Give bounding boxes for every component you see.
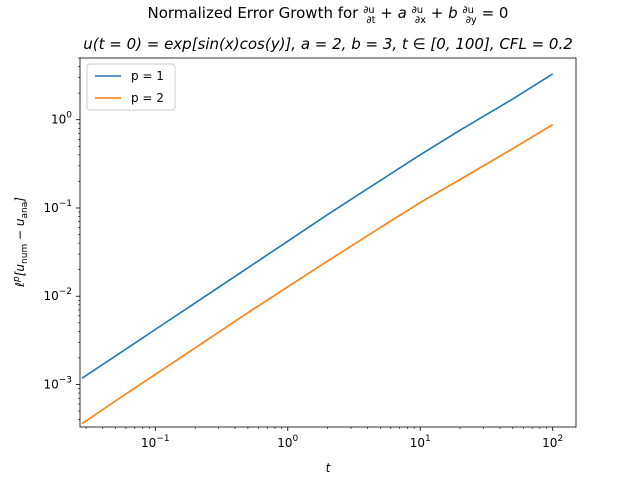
ylabel-open: [u (13, 264, 27, 277)
ylabel-num: num (20, 244, 30, 264)
legend-label-p2: p = 2 (131, 91, 164, 105)
ylabel-ell: ℓ (13, 282, 27, 288)
y-tick-label: 10−1 (43, 199, 72, 215)
title-d2-num: ∂u (412, 5, 424, 16)
legend-label-p1: p = 1 (131, 69, 164, 83)
title-d3-num: ∂u (462, 5, 474, 16)
chart-subtitle: u(t = 0) = exp[sin(x)cos(y)], a = 2, b =… (83, 35, 573, 53)
x-tick-label: 10−1 (141, 434, 170, 450)
ticks-layer: 10−1 100 101 102 10−3 10−2 10−1 100 (43, 57, 563, 450)
ylabel-ana: ana (20, 202, 30, 219)
x-tick-label: 101 (410, 434, 431, 450)
title-suffix: = 0 (482, 4, 509, 22)
x-axis-label: t (326, 461, 332, 475)
title-d1-num: ∂u (363, 5, 375, 16)
title-d3-den: ∂y (466, 15, 477, 26)
title-d1-den: ∂t (366, 15, 375, 26)
series-line-1 (81, 73, 554, 379)
x-tick-label: 102 (542, 434, 563, 450)
y-tick-label: 10−2 (43, 287, 72, 303)
ylabel-minus: − u (13, 218, 27, 244)
y-tick-label: 10−3 (43, 376, 72, 392)
title-plus-b: + b (431, 4, 458, 22)
chart-title: Normalized Error Growth for ∂u ∂t + a ∂u… (148, 0, 509, 27)
title-d2-den: ∂x (415, 15, 426, 26)
legend: p = 1 p = 2 (86, 63, 176, 111)
title-plus-a: + a (380, 4, 407, 22)
series-layer (81, 73, 554, 425)
title-prefix: Normalized Error Growth for (148, 4, 364, 22)
y-axis-label: ℓp[unum − uana] (12, 197, 30, 288)
y-tick-label: 100 (51, 111, 72, 127)
plot-area (79, 57, 577, 428)
ylabel-close: ] (13, 197, 27, 203)
ylabel-p: p (12, 276, 22, 283)
series-line-2 (81, 123, 554, 425)
x-tick-label: 100 (277, 434, 298, 450)
